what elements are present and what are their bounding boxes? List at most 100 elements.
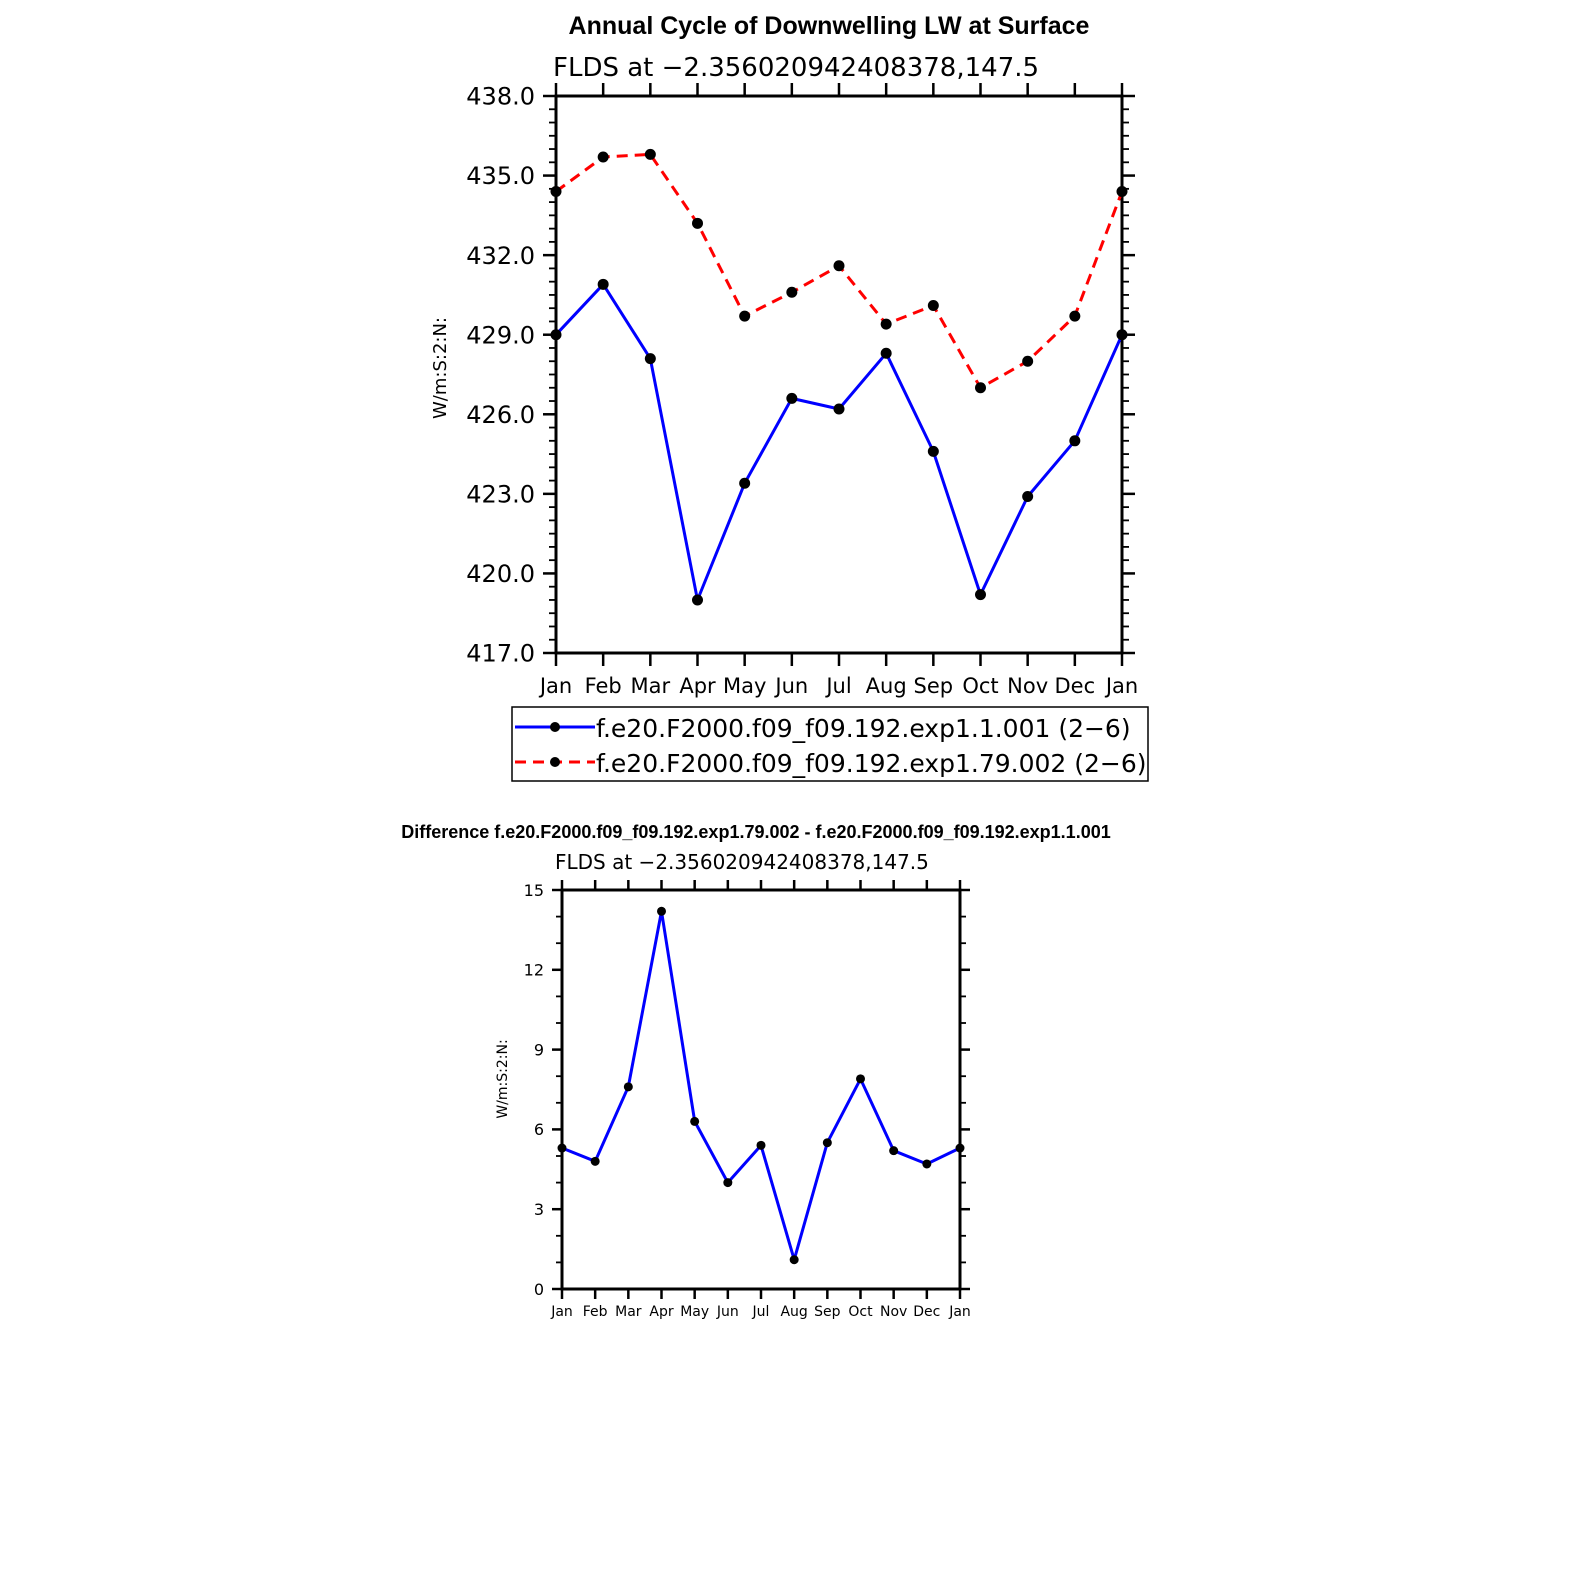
x-tick-label: Apr xyxy=(649,1304,673,1320)
y-tick-label: 435.0 xyxy=(466,162,535,190)
x-tick-label: Aug xyxy=(780,1304,807,1320)
y-tick-label: 15 xyxy=(524,881,544,900)
x-tick-label: Nov xyxy=(1007,674,1048,698)
series-1-point xyxy=(955,1143,965,1153)
y-tick-label: 426.0 xyxy=(466,401,535,429)
series-2-point xyxy=(597,151,609,163)
x-tick-label: Feb xyxy=(585,674,622,698)
y-tick-label: 9 xyxy=(534,1040,544,1059)
difference-subtitle: FLDS at −2.356020942408378,147.5 xyxy=(555,850,929,874)
y-tick-label: 6 xyxy=(534,1120,544,1139)
series-2-point xyxy=(644,148,656,160)
series-1-point xyxy=(557,1143,567,1153)
y-tick-label: 12 xyxy=(524,961,544,980)
x-tick-label: Dec xyxy=(1055,674,1096,698)
series-1-point xyxy=(822,1138,832,1148)
series-1-point xyxy=(1116,329,1128,341)
series-1-point xyxy=(789,1255,799,1265)
x-tick-label: Sep xyxy=(814,1304,841,1320)
series-1-point xyxy=(692,594,703,606)
x-tick-label: Nov xyxy=(880,1304,907,1320)
series-1-point xyxy=(623,1082,633,1092)
series-1-point xyxy=(975,589,986,601)
x-tick-label: Jun xyxy=(773,674,808,698)
x-tick-label: Apr xyxy=(679,674,716,698)
annual-cycle-chart: Annual Cycle of Downwelling LW at Surfac… xyxy=(430,12,1149,782)
x-tick-label: May xyxy=(680,1304,709,1320)
series-2-point xyxy=(1116,185,1128,197)
x-tick-label: Feb xyxy=(583,1304,608,1320)
series-1-point xyxy=(597,278,609,290)
chart-subtitle: FLDS at −2.356020942408378,147.5 xyxy=(553,53,1039,83)
y-axis-label: W/m:S:2:N: xyxy=(430,317,451,419)
x-tick-label: Aug xyxy=(866,674,907,698)
series-1-point xyxy=(1022,491,1034,503)
series-1-point xyxy=(927,445,939,457)
series-1-point xyxy=(889,1146,899,1156)
series-1-point xyxy=(644,353,656,365)
x-tick-label: Mar xyxy=(615,1304,642,1320)
y-tick-label: 438.0 xyxy=(466,83,535,111)
series-1-point xyxy=(590,1156,600,1166)
x-tick-label: Dec xyxy=(913,1304,940,1320)
plot-frame-0 xyxy=(554,94,1124,655)
difference-title: Difference f.e20.F2000.f09_f09.192.exp1.… xyxy=(401,822,1110,842)
series-1-point xyxy=(690,1116,700,1126)
y-tick-label: 417.0 xyxy=(466,640,535,668)
series-1-point xyxy=(833,403,845,415)
difference-plot-area: 0 3 6 9 12 15 Jan Feb Mar Apr May Jun Jul Aug Sep Oct No… xyxy=(524,880,971,1320)
x-tick-label: Oct xyxy=(848,1304,873,1320)
series-1-point xyxy=(786,392,798,404)
series-2-point xyxy=(550,185,562,197)
plot-area: 417.0 420.0 423.0 426.0 429.0 432.0 435.0 438.0… xyxy=(466,83,1138,698)
y-tick-label: 0 xyxy=(534,1280,544,1299)
series-1-point xyxy=(723,1178,733,1188)
x-tick-label: Jan xyxy=(1104,674,1138,698)
legend-box xyxy=(511,706,1149,782)
y-tick-label: 420.0 xyxy=(466,560,535,588)
y-tick-label: 432.0 xyxy=(466,242,535,270)
legend-marker-series-1 xyxy=(550,722,560,732)
legend-label-series-1: f.e20.F2000.f09_f09.192.exp1.1.001 (2−6) xyxy=(596,714,1131,743)
series-1-point xyxy=(922,1159,932,1169)
legend-marker-series-2 xyxy=(550,757,560,767)
legend: f.e20.F2000.f09_f09.192.exp1.1.001 (2−6)… xyxy=(511,706,1149,782)
series-2-point xyxy=(975,382,986,394)
difference-chart: Difference f.e20.F2000.f09_f09.192.exp1.… xyxy=(401,822,1110,1320)
series-line-1 xyxy=(561,909,961,1262)
plot-frame-1 xyxy=(560,888,962,1291)
x-tick-label: Jan xyxy=(538,674,572,698)
x-tick-label: Oct xyxy=(962,674,998,698)
series-line-1 xyxy=(554,282,1124,602)
series-2-point xyxy=(1069,310,1081,322)
x-tick-label: Jul xyxy=(752,1304,770,1320)
series-1-point xyxy=(657,906,666,916)
x-tick-label: Jan xyxy=(948,1304,971,1320)
difference-y-axis-label: W/m:S:2:N: xyxy=(495,1039,511,1118)
chart-title: Annual Cycle of Downwelling LW at Surfac… xyxy=(569,12,1090,40)
y-tick-label: 429.0 xyxy=(466,321,535,349)
series-2-point xyxy=(927,300,939,312)
y-tick-label: 3 xyxy=(534,1200,544,1219)
series-2-point xyxy=(739,310,751,322)
x-tick-label: May xyxy=(723,674,766,698)
y-tick-label: 423.0 xyxy=(466,480,535,508)
series-2-point xyxy=(786,286,798,298)
series-2-point xyxy=(1022,355,1034,367)
legend-label-series-2: f.e20.F2000.f09_f09.192.exp1.79.002 (2−6… xyxy=(596,749,1147,778)
series-2-point xyxy=(880,318,892,330)
x-tick-label: Sep xyxy=(914,674,954,698)
series-2-point xyxy=(833,260,845,272)
series-1-point xyxy=(756,1140,766,1150)
x-tick-label: Mar xyxy=(631,674,671,698)
series-1-point xyxy=(856,1074,865,1084)
x-tick-label: Jan xyxy=(550,1304,573,1320)
x-tick-label: Jun xyxy=(716,1304,739,1320)
series-2-point xyxy=(692,217,703,229)
series-1-point xyxy=(550,329,562,341)
series-1-point xyxy=(1069,435,1081,447)
x-tick-label: Jul xyxy=(824,674,851,698)
series-1-point xyxy=(739,477,751,489)
series-1-point xyxy=(880,347,892,359)
